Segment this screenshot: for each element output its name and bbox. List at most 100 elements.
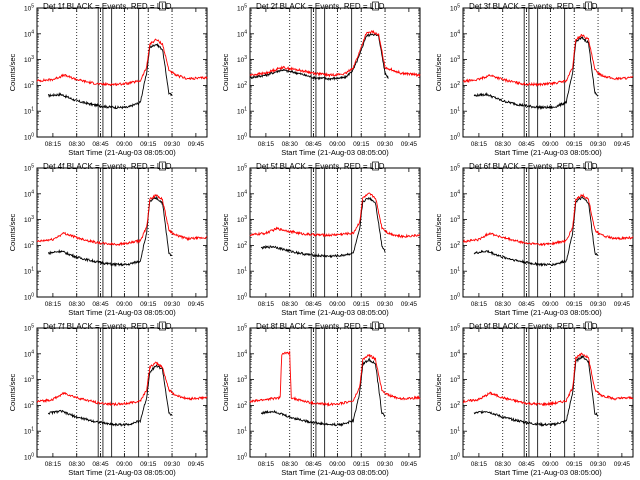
flag-box xyxy=(585,161,592,171)
y-tick-label: 104 xyxy=(237,189,247,198)
x-tick-label: 09:30 xyxy=(590,301,607,308)
y-axis-label: Counts/sec xyxy=(434,213,443,251)
series-line-events xyxy=(47,42,173,110)
y-tick-label: 104 xyxy=(237,349,247,358)
x-tick-label: 09:15 xyxy=(140,461,157,468)
y-tick-label: 105 xyxy=(24,4,34,13)
x-tick-label: 08:45 xyxy=(305,301,322,308)
panel-plot: 08:15 08:30 08:45 09:00 09:15 09:30 09:45 100 10… xyxy=(434,321,634,477)
y-tick-label: 102 xyxy=(237,241,247,250)
series-line-lld xyxy=(462,193,634,247)
x-tick-label: 09:30 xyxy=(164,461,181,468)
x-tick-label: 09:00 xyxy=(116,141,133,148)
x-axis-label: Start Time (21-Aug-03 08:05:00) xyxy=(281,148,389,157)
y-tick-label: 103 xyxy=(237,215,247,224)
x-tick-label: 08:30 xyxy=(69,141,86,148)
x-tick-label: 09:30 xyxy=(164,301,181,308)
x-axis-label: Start Time (21-Aug-03 08:05:00) xyxy=(281,308,389,317)
y-tick-label: 102 xyxy=(24,401,34,410)
series-line-events xyxy=(47,364,173,427)
x-tick-label: 09:45 xyxy=(401,461,418,468)
plot-frame xyxy=(249,327,421,458)
x-axis-label: Start Time (21-Aug-03 08:05:00) xyxy=(68,148,176,157)
x-tick-label: 08:15 xyxy=(45,141,62,148)
y-tick-label: 105 xyxy=(450,4,460,13)
x-axis-label: Start Time (21-Aug-03 08:05:00) xyxy=(68,308,176,317)
x-tick-label: 08:45 xyxy=(518,461,535,468)
flag-box xyxy=(159,161,166,171)
panel-det-3: 08:15 08:30 08:45 09:00 09:15 09:30 09:45 100 10… xyxy=(426,0,639,160)
x-axis-label: Start Time (21-Aug-03 08:05:00) xyxy=(494,148,602,157)
flag-box xyxy=(372,161,379,171)
x-tick-label: 09:30 xyxy=(590,461,607,468)
y-axis-label: Counts/sec xyxy=(221,53,230,91)
plot-frame xyxy=(36,167,208,298)
plot-frame xyxy=(462,7,634,138)
panel-title: Det 5f BLACK = Events, RED = LLD xyxy=(256,162,385,171)
x-tick-label: 08:30 xyxy=(69,301,86,308)
x-tick-label: 09:30 xyxy=(377,141,394,148)
x-tick-label: 08:45 xyxy=(92,301,109,308)
y-tick-label: 101 xyxy=(24,107,34,116)
x-tick-label: 08:15 xyxy=(471,141,488,148)
series-line-events xyxy=(249,32,389,82)
series-line-lld xyxy=(249,29,421,78)
y-tick-label: 103 xyxy=(24,375,34,384)
x-tick-label: 08:30 xyxy=(69,461,86,468)
panel-det-9: 08:15 08:30 08:45 09:00 09:15 09:30 09:45 100 10… xyxy=(426,320,639,480)
y-tick-label: 100 xyxy=(450,133,460,142)
series-line-lld xyxy=(36,193,208,247)
x-tick-label: 09:45 xyxy=(188,301,205,308)
x-tick-label: 09:00 xyxy=(116,461,133,468)
y-tick-label: 104 xyxy=(24,189,34,198)
y-tick-label: 101 xyxy=(24,267,34,276)
flag-box xyxy=(159,1,166,11)
x-axis-label: Start Time (21-Aug-03 08:05:00) xyxy=(281,468,389,477)
y-tick-label: 101 xyxy=(237,267,247,276)
flag-box xyxy=(585,321,592,331)
y-tick-label: 100 xyxy=(450,453,460,462)
y-tick-label: 100 xyxy=(24,293,34,302)
panel-det-2: 08:15 08:30 08:45 09:00 09:15 09:30 09:45 100 10… xyxy=(213,0,426,160)
x-tick-label: 08:45 xyxy=(518,301,535,308)
series-line-events xyxy=(47,195,173,268)
series-line-events xyxy=(260,357,386,428)
panel-det-1: 08:15 08:30 08:45 09:00 09:15 09:30 09:45 100 10… xyxy=(0,0,213,160)
x-tick-label: 09:45 xyxy=(401,141,418,148)
x-tick-label: 08:15 xyxy=(258,141,275,148)
y-tick-label: 105 xyxy=(24,164,34,173)
panel-plot: 08:15 08:30 08:45 09:00 09:15 09:30 09:45 100 10… xyxy=(434,1,634,157)
y-tick-label: 104 xyxy=(237,29,247,38)
y-tick-label: 105 xyxy=(24,324,34,333)
x-tick-label: 09:15 xyxy=(140,141,157,148)
panel-title: Det 1f BLACK = Events, RED = LLD xyxy=(43,2,172,11)
y-tick-label: 104 xyxy=(450,349,460,358)
x-tick-label: 08:15 xyxy=(258,301,275,308)
x-axis-label: Start Time (21-Aug-03 08:05:00) xyxy=(68,468,176,477)
series-line-events xyxy=(473,35,599,111)
panel-plot: 08:15 08:30 08:45 09:00 09:15 09:30 09:45 100 10… xyxy=(221,161,421,317)
y-axis-label: Counts/sec xyxy=(221,373,230,411)
x-tick-label: 08:30 xyxy=(282,461,299,468)
x-tick-label: 09:45 xyxy=(614,301,631,308)
y-tick-label: 105 xyxy=(450,324,460,333)
y-axis-label: Counts/sec xyxy=(434,53,443,91)
series-line-lld xyxy=(462,352,634,407)
y-tick-label: 102 xyxy=(24,81,34,90)
series-line-lld xyxy=(249,350,421,407)
y-tick-label: 102 xyxy=(450,241,460,250)
y-tick-label: 104 xyxy=(450,189,460,198)
panel-plot: 08:15 08:30 08:45 09:00 09:15 09:30 09:45 100 10… xyxy=(8,1,208,157)
x-tick-label: 09:30 xyxy=(590,141,607,148)
x-tick-label: 09:15 xyxy=(566,301,583,308)
y-tick-label: 105 xyxy=(237,4,247,13)
panel-det-8: 08:15 08:30 08:45 09:00 09:15 09:30 09:45 100 10… xyxy=(213,320,426,480)
y-tick-label: 105 xyxy=(237,164,247,173)
panel-title: Det 9f BLACK = Events, RED = LLD xyxy=(469,322,598,331)
x-tick-label: 09:00 xyxy=(329,141,346,148)
panel-det-4: 08:15 08:30 08:45 09:00 09:15 09:30 09:45 100 10… xyxy=(0,160,213,320)
x-tick-label: 09:15 xyxy=(140,301,157,308)
y-tick-label: 103 xyxy=(450,55,460,64)
panel-title: Det 6f BLACK = Events, RED = LLD xyxy=(469,162,598,171)
y-tick-label: 105 xyxy=(450,164,460,173)
